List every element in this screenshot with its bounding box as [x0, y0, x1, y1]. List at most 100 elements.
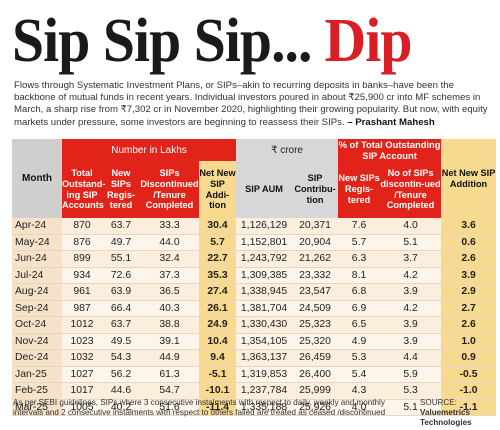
cell-pct-new: 6.8	[338, 283, 381, 301]
cell-sip-aum: 1,338,945	[236, 283, 293, 301]
cell-total-accounts: 1012	[62, 316, 102, 334]
cell-discontinued: 40.3	[140, 300, 199, 317]
cell-discontinued: 61.3	[140, 366, 199, 383]
cell-sip-contribution: 25,999	[292, 382, 339, 400]
cell-pct-new: 4.0	[338, 399, 381, 416]
cell-sip-contribution: 24,509	[292, 300, 339, 317]
cell-pct-new: 8.1	[338, 267, 381, 284]
cell-sip-contribution: 26,459	[292, 349, 339, 367]
cell-pct-net: 2.6	[441, 250, 497, 268]
cell-pct-new: 6.3	[338, 250, 381, 268]
cell-net-addition: 22.7	[199, 250, 237, 268]
cell-pct-discontinued: 3.9	[380, 316, 442, 334]
cell-sip-contribution: 25,926	[292, 399, 339, 416]
cell-sip-aum: 1,354,105	[236, 333, 293, 350]
table-row: Jul-24 934 72.6 37.3 35.3 1,309,385 23,332 8.1 4…	[12, 267, 497, 284]
cell-discontinued: 36.5	[140, 283, 199, 301]
cell-discontinued: 33.3	[140, 218, 199, 235]
cell-month: Nov-24	[12, 333, 62, 350]
cell-sip-contribution: 25,323	[292, 316, 339, 334]
cell-pct-discontinued: 4.2	[380, 300, 442, 317]
cell-net-addition: 9.4	[199, 349, 237, 367]
footnote: As per SEBI guidelines, SIPs where 3 con…	[13, 398, 386, 417]
headline-accent: Dip	[324, 7, 413, 75]
cell-new-sips: 54.3	[102, 349, 140, 367]
header-discontinued: SIPs Discontinued /Tenure Completed	[140, 161, 199, 218]
cell-net-addition: -5.1	[199, 366, 237, 383]
table-row: Sep-24 987 66.4 40.3 26.1 1,381,704 24,509 6.9 4…	[12, 300, 497, 317]
cell-total-accounts: 1023	[62, 333, 102, 350]
cell-net-addition: 24.9	[199, 316, 237, 334]
cell-total-accounts: 1027	[62, 366, 102, 383]
cell-month: Mar-25	[12, 399, 62, 416]
byline: – Prashant Mahesh	[347, 116, 435, 128]
cell-sip-aum: 1,330,430	[236, 316, 293, 334]
header-total-accounts: Total Outstand-ing SIP Accounts	[62, 161, 105, 218]
cell-sip-aum: 1,309,385	[236, 267, 293, 284]
cell-pct-new: 4.3	[338, 382, 381, 400]
table-row: Jan-25 1027 56.2 61.3 -5.1 1,319,853 26,400 5.4…	[12, 366, 497, 383]
cell-total-accounts: 899	[62, 250, 102, 268]
cell-month: Jun-24	[12, 250, 62, 268]
cell-new-sips: 49.5	[102, 333, 140, 350]
cell-sip-contribution: 20,371	[292, 218, 339, 235]
headline: Sip Sip Sip... Dip	[12, 2, 413, 80]
cell-sip-aum: 1,152,801	[236, 234, 293, 251]
cell-net-addition: 35.3	[199, 267, 237, 284]
cell-discontinued: 39.1	[140, 333, 199, 350]
source-credit: SOURCE: Valuemetrics Technologies	[420, 398, 498, 428]
cell-new-sips: 72.6	[102, 267, 140, 284]
cell-net-addition: -10.1	[199, 382, 237, 400]
cell-pct-new: 5.4	[338, 366, 381, 383]
cell-total-accounts: 987	[62, 300, 102, 317]
intro-text: Flows through Systematic Investment Plan…	[14, 80, 488, 128]
cell-sip-aum: 1,126,129	[236, 218, 293, 235]
cell-net-addition: 27.4	[199, 283, 237, 301]
cell-new-sips: 56.2	[102, 366, 140, 383]
cell-pct-new: 6.5	[338, 316, 381, 334]
table-row: Feb-25 1017 44.6 54.7 -10.1 1,237,784 25,999 4.…	[12, 382, 497, 400]
cell-sip-aum: 1,363,137	[236, 349, 293, 367]
cell-new-sips: 63.9	[102, 283, 140, 301]
cell-sip-aum: 1,381,704	[236, 300, 293, 317]
cell-month: Apr-24	[12, 218, 62, 235]
cell-total-accounts: 876	[62, 234, 102, 251]
cell-new-sips: 66.4	[102, 300, 140, 317]
cell-new-sips: 49.7	[102, 234, 140, 251]
cell-month: Oct-24	[12, 316, 62, 334]
cell-pct-net: 0.6	[441, 234, 497, 251]
cell-pct-discontinued: 4.2	[380, 267, 442, 284]
cell-new-sips: 63.7	[102, 218, 140, 235]
cell-pct-discontinued: 5.1	[380, 234, 442, 251]
cell-pct-new: 6.9	[338, 300, 381, 317]
cell-pct-net: -1.1	[441, 399, 497, 416]
header-pct-discontinued: No of SIPs discontin-ued /Tenure Complet…	[380, 161, 442, 218]
cell-sip-contribution: 21,262	[292, 250, 339, 268]
header-net-pct: Net New SIP Addition	[441, 139, 497, 218]
table-row: Dec-24 1032 54.3 44.9 9.4 1,363,137 26,459 5.3 4…	[12, 349, 497, 367]
header-sip-aum: SIP AUM	[236, 161, 293, 218]
cell-sip-aum: 1,319,853	[236, 366, 293, 383]
cell-month: Sep-24	[12, 300, 62, 317]
header-group-crore: ₹ crore	[236, 139, 339, 161]
intro-paragraph: Flows through Systematic Investment Plan…	[14, 80, 494, 129]
sip-data-table: Month Number in Lakhs ₹ crore % of Total…	[12, 139, 497, 416]
cell-discontinued: 32.4	[140, 250, 199, 268]
cell-total-accounts: 1032	[62, 349, 102, 367]
cell-discontinued: 54.7	[140, 382, 199, 400]
cell-pct-discontinued: 4.0	[380, 218, 442, 235]
source-name: Valuemetrics Technologies	[420, 408, 472, 427]
cell-pct-discontinued: 3.7	[380, 250, 442, 268]
cell-month: Jul-24	[12, 267, 62, 284]
cell-discontinued: 51.6	[140, 399, 199, 416]
cell-month: May-24	[12, 234, 62, 251]
cell-net-addition: -11.4	[199, 399, 237, 416]
table-row: Jun-24 899 55.1 32.4 22.7 1,243,792 21,262 6.3 3…	[12, 250, 497, 268]
header-new-sips: New SIPs Regis-tered	[102, 161, 140, 218]
source-label: SOURCE:	[420, 398, 457, 407]
table-row: Apr-24 870 63.7 33.3 30.4 1,126,129 20,371 7.6 4…	[12, 218, 497, 235]
cell-sip-contribution: 26,400	[292, 366, 339, 383]
cell-pct-net: 3.6	[441, 218, 497, 235]
cell-sip-aum: 1,237,784	[236, 382, 293, 400]
cell-sip-contribution: 23,332	[292, 267, 339, 284]
